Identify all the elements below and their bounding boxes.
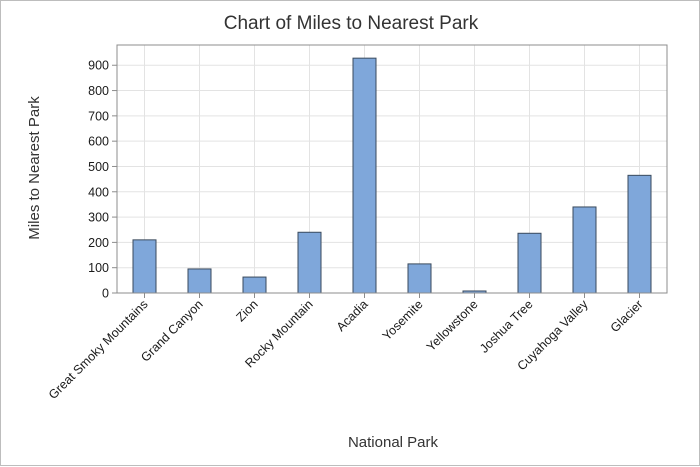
y-tick-label: 100 <box>88 261 109 275</box>
x-tick-label: Acadia <box>334 297 371 334</box>
chart-title: Chart of Miles to Nearest Park <box>224 13 479 34</box>
y-tick-label: 200 <box>88 236 109 250</box>
y-tick-label: 500 <box>88 160 109 174</box>
y-tick-label: 0 <box>102 287 109 301</box>
bar-great-smoky-mountains <box>132 239 157 294</box>
bar-glacier <box>627 174 652 294</box>
y-axis-ticks: 0 100 200 300 400 500 600 700 800 900 <box>88 59 117 301</box>
y-tick-label: 300 <box>88 211 109 225</box>
y-tick-label: 800 <box>88 84 109 98</box>
x-tick-label: Yellowstone <box>424 297 481 354</box>
bar-grand-canyon <box>187 268 212 294</box>
plot-area-border <box>116 44 668 294</box>
bar-zion <box>242 276 267 294</box>
x-tick-label: Yosemite <box>380 297 426 343</box>
x-tick-label: Joshua Tree <box>477 297 536 356</box>
bar-acadia <box>352 57 377 294</box>
bar-cuyahoga-valley <box>572 206 597 294</box>
axes <box>116 44 668 294</box>
x-tick-label: Glacier <box>608 297 646 335</box>
y-axis-label: Miles to Nearest Park <box>26 96 43 240</box>
x-axis-label: National Park <box>348 434 439 451</box>
x-tick-label: Great Smoky Mountains <box>46 297 151 402</box>
bars <box>132 57 652 294</box>
y-tick-label: 700 <box>88 109 109 123</box>
bar-rocky-mountain <box>297 231 322 294</box>
bar-yosemite <box>407 263 432 294</box>
bar-joshua-tree <box>517 232 542 294</box>
y-tick-label: 600 <box>88 135 109 149</box>
y-tick-label: 400 <box>88 185 109 199</box>
x-tick-label: Zion <box>234 297 261 324</box>
y-tick-label: 900 <box>88 59 109 73</box>
